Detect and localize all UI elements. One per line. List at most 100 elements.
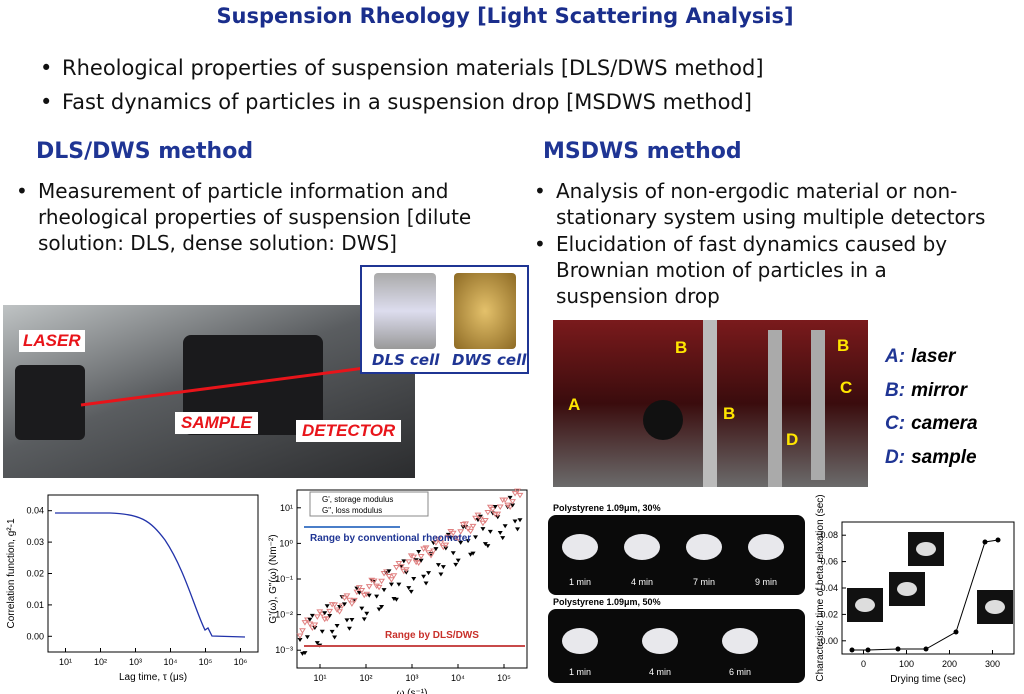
marker [343,593,351,599]
marker [430,548,437,554]
marker [454,536,462,542]
marker [323,616,331,622]
marker [482,542,488,547]
drop [985,600,1005,614]
marker [437,540,445,546]
marker [386,569,392,574]
marker [494,511,502,518]
x-tick-label: 100 [899,659,914,669]
marker [334,624,340,629]
marker [327,614,333,619]
y-tick-label: 0.00 [820,636,838,646]
bullet: Analysis of non-ergodic material or non-… [534,178,1024,230]
marker [350,597,358,604]
marker [517,518,523,523]
legend-text: G", loss modulus [322,506,382,515]
bullet: Fast dynamics of particles in a suspensi… [40,89,752,115]
marker [304,617,311,623]
x-tick-label: 0 [861,659,866,669]
panel [548,515,805,595]
drop [562,628,598,654]
marker [515,527,521,532]
y-tick-label: 0.02 [820,609,838,619]
heading: DLS/DWS method [36,139,254,164]
marker [458,540,464,545]
time-label: 9 min [755,577,777,587]
marker [468,552,474,557]
y-tick-label: 0.00 [26,631,44,641]
marker [450,551,456,556]
legend-text: laser [911,346,956,367]
y-tick-label: 0.08 [820,530,838,540]
marker [411,576,417,581]
marker [378,578,385,585]
marker [507,495,513,500]
cell-inset: DLS cell DWS cell [360,265,529,374]
point [895,646,901,652]
marker [435,536,442,543]
marker [376,607,382,612]
marker [514,488,521,495]
marker [338,603,346,609]
marker [487,529,493,534]
marker [511,491,519,497]
x-tick-label: 10⁴ [164,657,178,667]
rod [811,330,825,480]
marker [336,609,343,615]
y-tick-label: 0.01 [26,600,44,610]
marker [426,571,432,576]
marker [415,560,423,566]
marker [374,594,380,599]
marker [420,546,427,552]
legend-entry: A: laser [885,346,955,368]
drop [916,542,936,556]
marker [427,553,435,559]
marker [396,582,402,587]
point [982,539,988,545]
marker [512,519,518,524]
legend-text: G', storage modulus [322,495,393,504]
x-axis-label: Lag time, τ (μs) [119,672,187,683]
x-tick-label: 10¹ [313,673,326,683]
rod [768,330,782,487]
photo-label: LASER [19,330,85,352]
marker [398,564,404,569]
drop [855,598,875,612]
y-tick-label: 0.04 [820,583,838,593]
marker [448,535,454,540]
y-tick-label: 10⁻² [275,610,293,620]
marker [473,535,479,540]
photo-label: SAMPLE [175,412,258,434]
marker [388,582,394,587]
y-axis-label: Correlation function, g²-1 [6,518,17,628]
y-tick-label: 0.03 [26,537,44,547]
photo-label: B [675,338,688,357]
marker [435,563,441,568]
x-tick-label: 10¹ [59,657,72,667]
marker [375,584,383,591]
marker [516,492,524,499]
x-tick-label: 200 [942,659,957,669]
marker [422,545,430,551]
bullet: Rheological properties of suspension mat… [40,55,764,81]
time-label: 1 min [569,577,591,587]
marker [418,558,424,563]
marker [405,559,413,565]
legend-text: C: [885,413,906,434]
marker [301,620,309,626]
heading: MSDWS method [543,139,742,164]
marker [324,604,330,609]
marker [326,608,334,615]
title: Suspension Rheology [Light Scattering An… [216,4,794,28]
marker [489,506,497,513]
marker [381,588,387,593]
marker [449,530,457,537]
bullet: Measurement of particle information and … [16,178,533,256]
legend-box [309,491,429,517]
marker [380,571,388,577]
marker [393,597,399,602]
laser-box [15,365,85,440]
x-tick-label: 10³ [405,673,418,683]
cell-label: DWS cell [452,351,527,369]
